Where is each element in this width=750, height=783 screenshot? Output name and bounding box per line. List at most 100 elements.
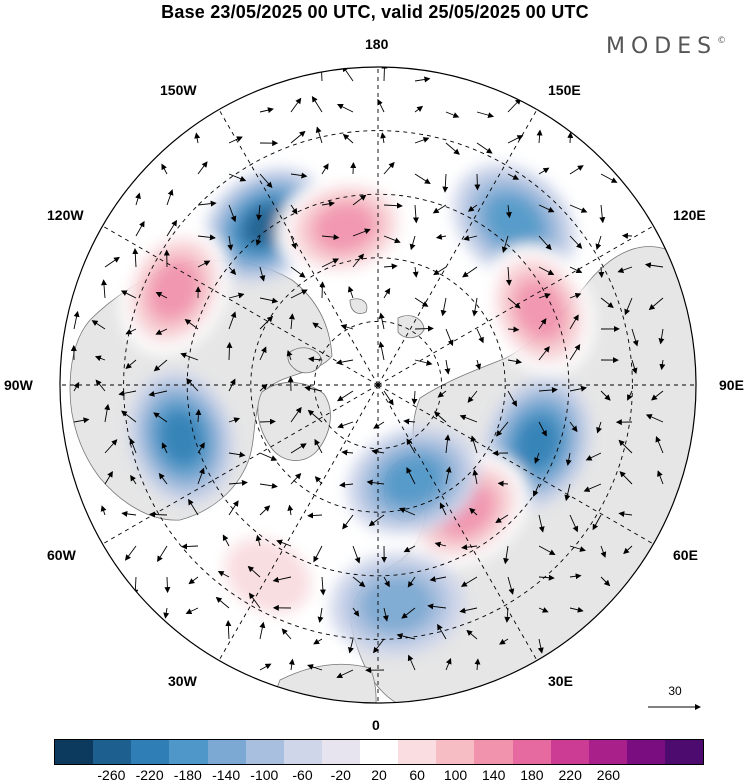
wind-arrow xyxy=(321,163,329,175)
wind-arrow xyxy=(321,200,335,207)
wind-arrow xyxy=(121,510,137,517)
wind-arrow xyxy=(398,507,416,516)
wind-arrow xyxy=(467,204,478,212)
wind-arrow xyxy=(319,576,326,596)
wind-arrow xyxy=(378,341,385,361)
polar-map xyxy=(59,66,701,710)
wind-arrow xyxy=(538,607,549,613)
wind-arrow xyxy=(317,607,324,623)
wind-arrow xyxy=(259,173,273,189)
wind-arrow xyxy=(444,359,451,375)
wind-arrow xyxy=(352,228,371,237)
wind-arrow xyxy=(460,576,478,587)
colorbar-swatch xyxy=(169,740,208,764)
graticule xyxy=(60,67,696,703)
wind-arrow xyxy=(352,194,367,206)
wind-arrow xyxy=(383,576,390,588)
wind-arrow xyxy=(537,638,544,654)
wind-arrow xyxy=(429,576,447,583)
wind-arrow xyxy=(507,358,522,365)
lon-label-150w: 150W xyxy=(160,82,197,98)
wind-arrow xyxy=(272,576,292,583)
brand-name: MODES xyxy=(606,34,718,59)
wind-arrow xyxy=(381,67,388,82)
wind-arrow xyxy=(304,385,323,392)
wind-arrow xyxy=(259,383,268,392)
lon-label-60e: 60E xyxy=(673,547,698,563)
colorbar-tick-label: -60 xyxy=(292,767,313,783)
wind-arrow xyxy=(228,311,237,330)
wind-arrow xyxy=(290,289,308,299)
wind-arrow xyxy=(569,204,588,213)
wind-arrow xyxy=(600,576,611,587)
reference-vector-label: 30 xyxy=(668,684,682,698)
colorbar-swatch xyxy=(131,740,170,764)
wind-arrow xyxy=(290,172,308,179)
wind-arrow xyxy=(619,471,633,485)
wind-arrow xyxy=(538,386,558,393)
wind-arrow xyxy=(311,95,323,113)
wind-arrow xyxy=(600,173,618,183)
wind-arrow xyxy=(256,204,262,221)
wind-arrow xyxy=(197,442,205,454)
colorbar-tick-label: -140 xyxy=(212,767,241,783)
meridian-line xyxy=(102,225,379,386)
wind-arrow xyxy=(569,235,583,249)
lon-label-90e: 90E xyxy=(719,377,744,393)
wind-arrow xyxy=(505,266,512,286)
wind-arrow xyxy=(596,421,602,434)
wind-arrow xyxy=(104,403,111,423)
wind-arrow xyxy=(372,638,385,654)
wind-arrow xyxy=(414,105,424,113)
wind-arrow xyxy=(290,130,306,144)
wind-arrow xyxy=(600,545,607,558)
lon-label-120w: 120W xyxy=(47,207,84,223)
wind-arrow xyxy=(433,266,447,276)
wind-arrow xyxy=(474,173,481,191)
wind-arrow xyxy=(188,498,199,516)
wind-arrow xyxy=(536,129,543,144)
colorbar-tick-label: -100 xyxy=(250,767,279,783)
wind-arrow xyxy=(307,512,323,519)
wind-arrow xyxy=(495,514,509,524)
wind-arrow xyxy=(507,326,520,333)
lon-label-180: 180 xyxy=(365,36,389,52)
wind-arrow xyxy=(569,165,584,175)
meridian-line xyxy=(377,384,538,661)
wind-arrow xyxy=(569,292,582,299)
wind-arrow xyxy=(104,439,118,454)
colorbar-tick-label: 100 xyxy=(443,767,468,783)
wind-arrow xyxy=(659,359,666,371)
wind-arrow xyxy=(470,435,478,454)
wind-vectors xyxy=(70,67,666,678)
colorbar-swatch xyxy=(321,740,360,764)
wind-arrow xyxy=(290,97,302,113)
wind-arrow xyxy=(352,576,366,588)
colorbar-swatch xyxy=(93,740,132,764)
colorbar-tick-label: -220 xyxy=(135,767,164,783)
wind-arrow xyxy=(95,379,106,392)
colorbar-swatch xyxy=(360,740,399,764)
wind-arrow xyxy=(163,607,170,619)
wind-arrow xyxy=(407,576,416,588)
wind-arrow xyxy=(469,507,478,516)
anomaly-contour xyxy=(516,417,559,469)
wind-arrow xyxy=(538,421,547,437)
wind-arrow xyxy=(166,219,178,237)
wind-arrow xyxy=(383,390,394,406)
wind-arrow xyxy=(135,192,141,206)
wind-arrow xyxy=(411,390,418,405)
wind-arrow xyxy=(459,607,478,614)
colorbar-swatch xyxy=(245,740,284,764)
wind-arrow xyxy=(507,173,520,180)
wind-arrow xyxy=(226,341,233,361)
latitude-circle xyxy=(313,320,443,450)
brand-mark: © xyxy=(717,36,727,46)
wind-arrow xyxy=(445,142,460,155)
wind-arrow xyxy=(437,623,447,640)
wind-arrow xyxy=(73,381,80,392)
lon-label-90w: 90W xyxy=(4,377,33,393)
lon-label-120e: 120E xyxy=(673,207,706,223)
wind-arrow xyxy=(197,200,217,207)
colorbar-tick-label: 220 xyxy=(558,767,582,783)
